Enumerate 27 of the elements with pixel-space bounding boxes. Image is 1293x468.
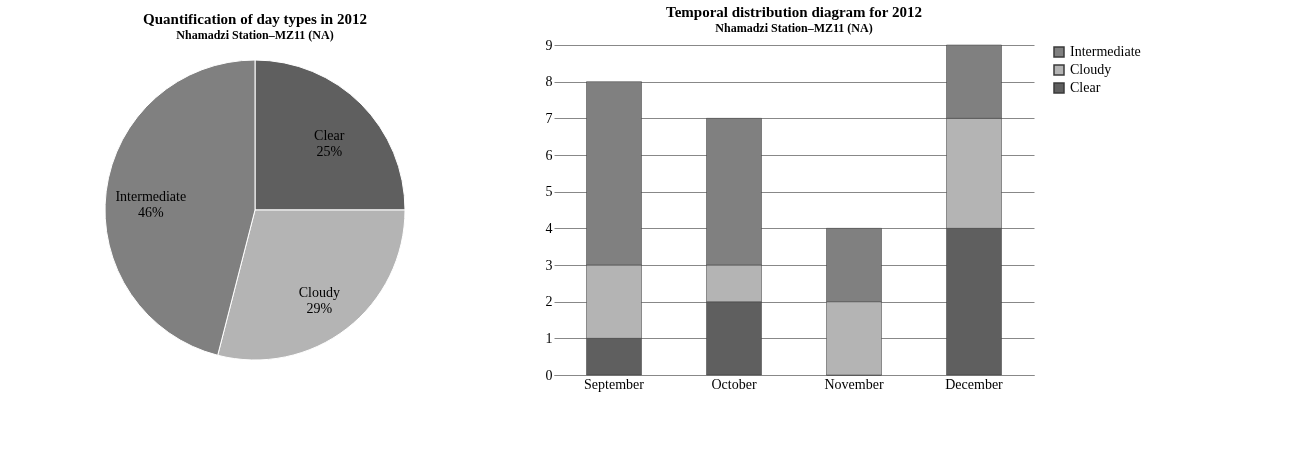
y-tick-label: 9 [545, 37, 553, 53]
x-tick-label: November [824, 376, 884, 392]
y-tick-label: 6 [545, 147, 553, 163]
legend-label: Cloudy [1070, 62, 1112, 77]
x-tick-label: December [945, 376, 1004, 392]
data-label: 25% [316, 143, 343, 159]
slice-label: Clear [314, 127, 345, 143]
legend-label: Intermediate [1070, 44, 1141, 59]
y-tick-label: 5 [545, 184, 553, 200]
chart-subtitle: Nhamadzi Station–MZ11 (NA) [715, 21, 873, 35]
x-tick-label: October [711, 376, 757, 392]
chart-title: Temporal distribution diagram for 2012 [666, 4, 922, 20]
y-tick-label: 0 [545, 367, 553, 383]
y-tick-label: 8 [545, 74, 553, 90]
chart-title: Quantification of day types in 2012 [143, 11, 367, 27]
y-tick-label: 2 [545, 294, 553, 310]
x-tick-label: September [584, 376, 645, 392]
chart-subtitle: Nhamadzi Station–MZ11 (NA) [176, 28, 334, 42]
legend-label: Clear [1070, 80, 1101, 95]
y-tick-label: 7 [545, 110, 553, 126]
data-label: 46% [137, 204, 164, 220]
slice-label: Cloudy [298, 284, 340, 300]
y-tick-label: 3 [545, 257, 553, 273]
data-label: 29% [306, 300, 333, 316]
y-tick-label: 4 [545, 220, 553, 236]
slice-label: Intermediate [115, 188, 187, 204]
y-tick-label: 1 [545, 330, 553, 346]
